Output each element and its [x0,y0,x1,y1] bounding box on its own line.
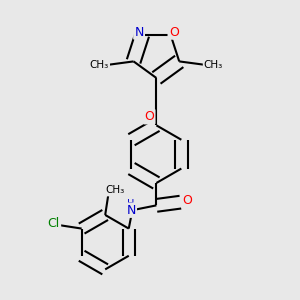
Text: O: O [144,110,154,123]
Text: CH₃: CH₃ [90,60,109,70]
Text: H: H [128,200,135,209]
Text: Cl: Cl [48,217,60,230]
Text: CH₃: CH₃ [204,60,223,70]
Text: O: O [169,26,178,38]
Text: N: N [126,204,136,217]
Text: CH₃: CH₃ [105,185,124,195]
Text: O: O [182,194,192,207]
Text: N: N [134,26,144,38]
